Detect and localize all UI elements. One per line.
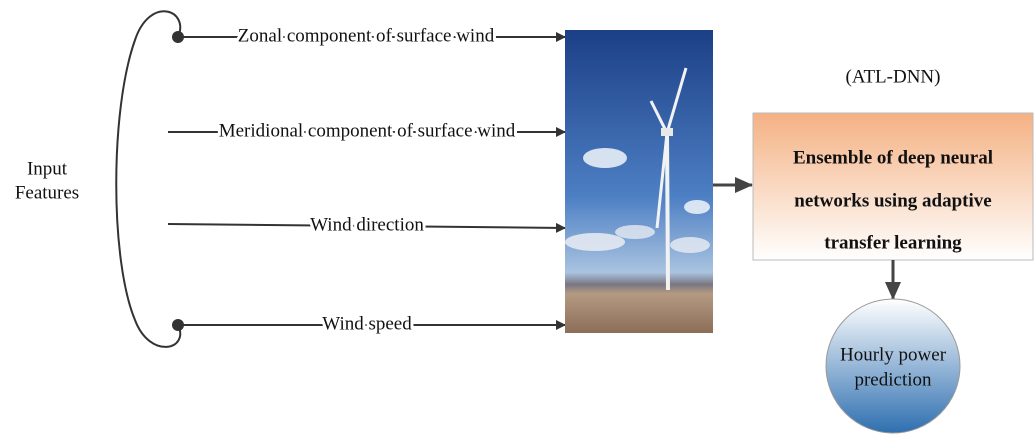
output-text: prediction — [854, 369, 932, 390]
model-text: Ensemble of deep neural — [793, 147, 993, 168]
output-circle — [825, 298, 961, 434]
feature-label: Meridional component of surface wind — [219, 120, 516, 141]
model-label: (ATL-DNN) — [846, 66, 941, 87]
brace — [115, 10, 182, 348]
model-text: networks using adaptive — [794, 190, 991, 211]
output-text: Hourly power — [840, 344, 947, 365]
arrow — [167, 222, 566, 233]
model-text: transfer learning — [824, 232, 962, 253]
input-label: Input — [27, 158, 68, 179]
model-box — [752, 112, 1034, 261]
feature-label: Zonal component of surface wind — [238, 25, 495, 46]
turbine-image — [565, 30, 713, 333]
feature-label: Wind speed — [322, 313, 412, 334]
input-label: Features — [15, 182, 79, 203]
feature-label: Wind direction — [310, 214, 424, 235]
